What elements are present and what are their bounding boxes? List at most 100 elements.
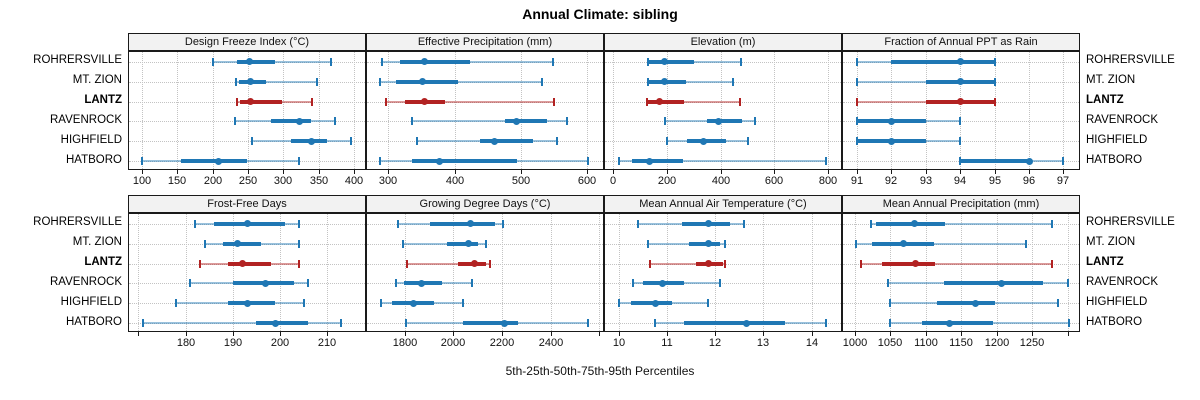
iqr-bar-25-75	[875, 221, 946, 226]
panel-effective-precipitation-mm	[366, 51, 604, 170]
gridline-vertical	[891, 52, 892, 169]
site-label-left-hatboro: HATBORO	[65, 154, 122, 166]
range-line-5-95	[386, 100, 554, 103]
median-dot	[656, 98, 664, 106]
axis-tick	[138, 332, 139, 336]
range-line-5-95	[236, 80, 317, 83]
median-dot	[490, 137, 498, 145]
whisker-cap	[142, 319, 145, 328]
gridline-vertical	[177, 52, 178, 169]
gridline-vertical	[502, 214, 503, 331]
range-line-5-95	[860, 262, 1053, 265]
gridline-vertical	[961, 214, 962, 331]
panel-mean-annual-precipitation-mm	[842, 213, 1080, 332]
whisker-cap	[740, 57, 743, 66]
whisker-cap	[825, 157, 828, 166]
whisker-cap	[993, 57, 996, 66]
panel-growing-degree-days-c	[366, 213, 604, 332]
iqr-bar-25-75	[631, 159, 683, 164]
axis-tick-label: 91	[850, 175, 864, 187]
gridline-vertical	[319, 52, 320, 169]
site-label-left-mt-zion: MT. ZION	[72, 74, 122, 86]
whisker-cap	[617, 299, 620, 308]
median-dot	[421, 98, 429, 106]
whisker-cap	[959, 117, 962, 126]
gridline-vertical	[1068, 214, 1069, 331]
axis-tick	[774, 170, 775, 174]
gridline-vertical	[551, 214, 552, 331]
whisker-cap	[396, 219, 399, 228]
whisker-cap	[723, 239, 726, 248]
axis-tick	[502, 332, 503, 336]
range-line-5-95	[648, 80, 733, 83]
whisker-cap	[1066, 279, 1069, 288]
axis-tick	[599, 332, 600, 336]
whisker-cap	[402, 239, 405, 248]
axis-tick	[213, 170, 214, 174]
median-dot	[421, 58, 429, 66]
gridline-vertical	[142, 52, 143, 169]
median-dot	[308, 137, 316, 145]
site-label-left-ravenrock: RAVENROCK	[50, 114, 122, 126]
median-dot	[646, 157, 654, 165]
gridline-horizontal	[843, 264, 1079, 265]
median-dot	[887, 117, 895, 125]
axis-tick	[857, 170, 858, 174]
strip-label-growing-degree-days-c: Growing Degree Days (°C)	[419, 198, 551, 210]
strip-frost-free-days: Frost-Free Days	[128, 195, 366, 213]
gridline-vertical	[1029, 52, 1030, 169]
gridline-horizontal	[367, 102, 603, 103]
median-dot	[417, 279, 425, 287]
median-dot	[470, 260, 478, 268]
median-dot	[743, 319, 751, 327]
site-label-left-rohrersville: ROHRERSVILLE	[33, 54, 122, 66]
whisker-cap	[405, 319, 408, 328]
whisker-cap	[297, 219, 300, 228]
gridline-horizontal	[843, 224, 1079, 225]
gridline-horizontal	[367, 62, 603, 63]
whisker-cap	[855, 239, 858, 248]
iqr-bar-25-75	[271, 119, 312, 124]
whisker-cap	[617, 157, 620, 166]
axis-tick-label: 600	[577, 175, 597, 187]
axis-tick-label: 92	[884, 175, 898, 187]
median-dot	[262, 279, 270, 287]
whisker-cap	[552, 97, 555, 106]
whisker-cap	[587, 157, 590, 166]
gridline-vertical	[926, 214, 927, 331]
axis-tick	[1068, 332, 1069, 336]
whisker-cap	[236, 97, 239, 106]
gridline-vertical	[619, 214, 620, 331]
axis-tick-label: 2400	[538, 337, 564, 349]
axis-tick	[455, 170, 456, 174]
whisker-cap	[315, 77, 318, 86]
gridline-horizontal	[129, 323, 365, 324]
whisker-cap	[707, 299, 710, 308]
gridline-horizontal	[129, 161, 365, 162]
whisker-cap	[754, 117, 757, 126]
median-dot	[295, 117, 303, 125]
axis-tick	[721, 170, 722, 174]
axis-tick-label: 96	[1022, 175, 1036, 187]
median-dot	[501, 319, 509, 327]
gridline-vertical	[405, 214, 406, 331]
axis-tick-label: 1200	[984, 337, 1010, 349]
gridline-vertical	[280, 214, 281, 331]
gridline-vertical	[926, 52, 927, 169]
median-dot	[700, 137, 708, 145]
median-dot	[661, 78, 669, 86]
whisker-cap	[664, 117, 667, 126]
whisker-cap	[189, 279, 192, 288]
axis-tick-label: 180	[176, 337, 196, 349]
iqr-bar-25-75	[688, 241, 721, 246]
gridline-vertical	[599, 214, 600, 331]
gridline-vertical	[388, 52, 389, 169]
median-dot	[464, 240, 472, 248]
range-line-5-95	[650, 262, 725, 265]
iqr-bar-25-75	[240, 99, 283, 104]
axis-tick-label: 1250	[1019, 337, 1045, 349]
gridline-horizontal	[367, 303, 603, 304]
axis-tick	[1063, 170, 1064, 174]
whisker-cap	[298, 157, 301, 166]
strip-label-effective-precipitation-mm: Effective Precipitation (mm)	[417, 36, 553, 48]
